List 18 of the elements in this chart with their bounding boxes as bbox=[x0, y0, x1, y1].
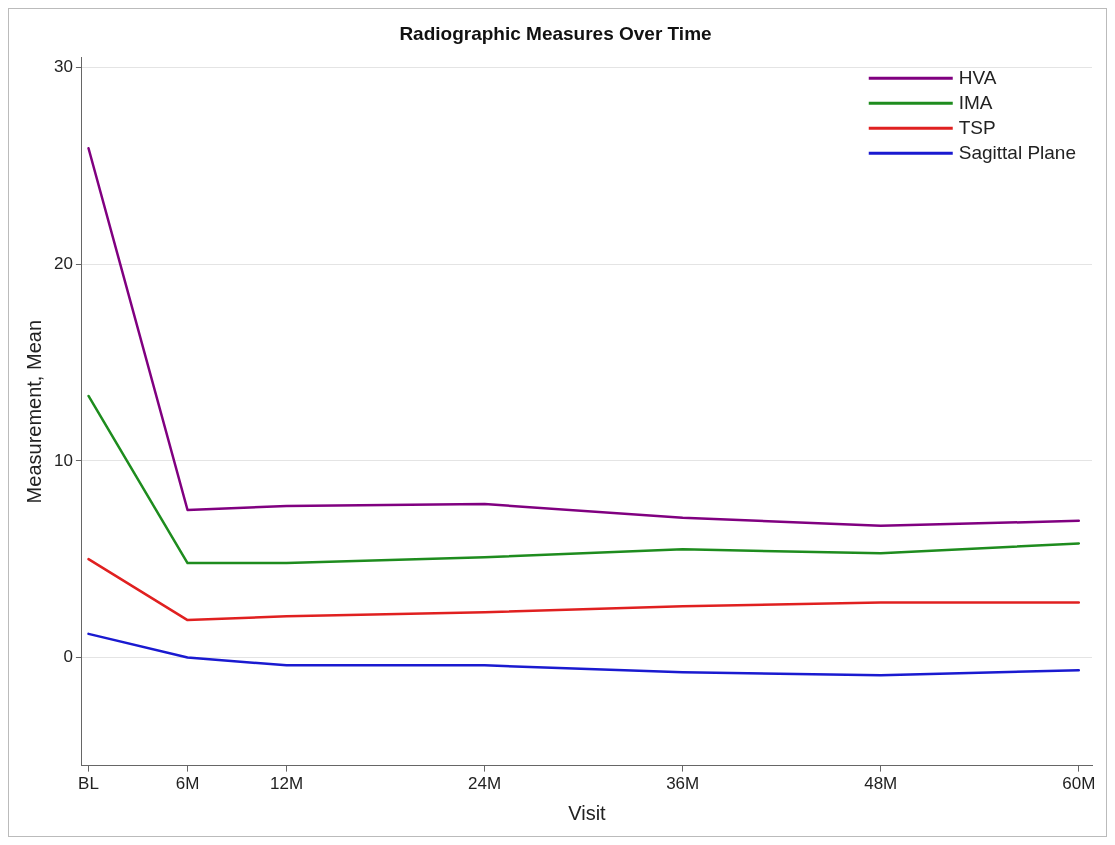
x-tick-label: 48M bbox=[864, 774, 898, 794]
y-tick-label: 30 bbox=[53, 57, 73, 77]
y-tick-label: 20 bbox=[53, 253, 73, 273]
legend-label: HVA bbox=[958, 66, 997, 88]
x-tick-label: 12M bbox=[270, 774, 304, 794]
x-tick-label: 36M bbox=[666, 774, 700, 794]
y-tick-label: 10 bbox=[53, 450, 73, 470]
x-axis-title: Visit bbox=[568, 801, 607, 824]
legend-label: IMA bbox=[958, 91, 993, 113]
y-axis-title: Measurement, Mean bbox=[22, 319, 45, 504]
x-tick-label: 24M bbox=[468, 774, 502, 794]
x-tick-label: BL bbox=[78, 774, 99, 794]
x-tick-label: 60M bbox=[1062, 774, 1096, 794]
x-tick-label: 6M bbox=[175, 774, 200, 794]
legend-label: Sagittal Plane bbox=[958, 141, 1076, 163]
chart-title: Radiographic Measures Over Time bbox=[399, 22, 712, 44]
legend-label: TSP bbox=[958, 116, 996, 138]
y-tick-label: 0 bbox=[63, 647, 73, 667]
